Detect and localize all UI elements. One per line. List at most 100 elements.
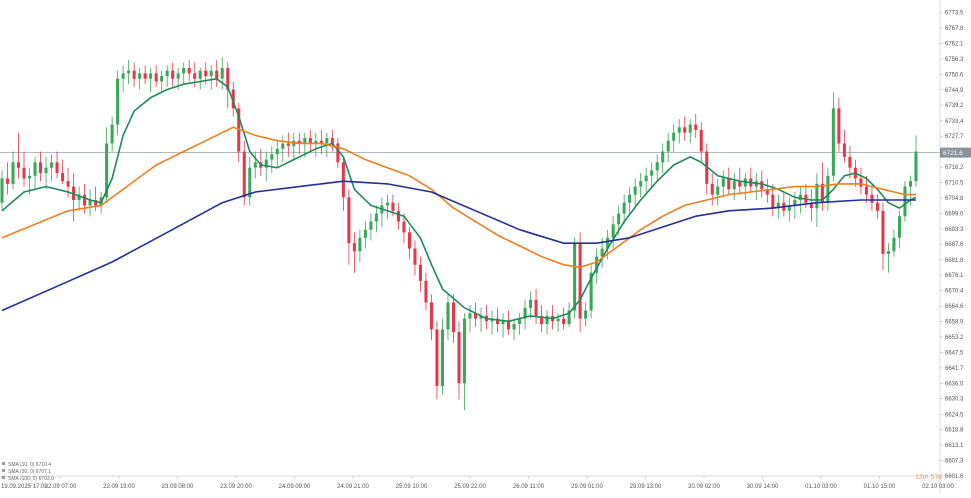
candle-body <box>892 237 896 252</box>
y-tick-label: 6699.0 <box>945 212 964 218</box>
candle-body <box>385 202 389 206</box>
candle-body <box>242 151 246 198</box>
candle-body <box>870 194 874 203</box>
price-tag-label: 6721.6 <box>943 150 963 157</box>
candle-body <box>275 148 279 155</box>
y-tick-label: 6658.9 <box>945 320 964 326</box>
candle-body <box>347 197 351 244</box>
y-tick-label: 6687.6 <box>945 242 964 248</box>
candle-body <box>540 315 544 325</box>
candle-body <box>413 248 417 265</box>
x-tick-label: 22.09 19:00 <box>103 484 135 490</box>
candle-body <box>859 178 863 187</box>
x-tick-label: 25.09 10:00 <box>396 484 428 490</box>
candle-body <box>826 175 830 203</box>
candle-body <box>77 194 81 201</box>
candle-body <box>688 124 692 133</box>
y-tick-label: 6693.3 <box>945 227 964 233</box>
candle-body <box>314 140 318 144</box>
timeframe-label: 12m 57s <box>915 474 942 481</box>
candle-body <box>881 210 885 254</box>
candle-body <box>374 213 378 222</box>
candle-body <box>110 124 114 144</box>
candle-body <box>507 321 511 330</box>
candle-body <box>215 70 219 79</box>
legend-item: SMA (30, 0) 6707.1 <box>8 469 51 475</box>
y-tick-label: 6739.2 <box>945 103 964 109</box>
candle-body <box>562 318 566 325</box>
y-tick-label: 6727.7 <box>945 134 964 140</box>
candle-body <box>765 189 769 195</box>
y-tick-label: 6733.4 <box>945 119 964 125</box>
candle-body <box>198 70 202 79</box>
candle-body <box>0 178 4 203</box>
candle-body <box>319 140 323 144</box>
candle-body <box>633 186 637 195</box>
candle-body <box>253 162 257 168</box>
candle-body <box>496 318 500 325</box>
candle-body <box>440 329 444 386</box>
candle-body <box>61 173 65 182</box>
candle-body <box>793 200 797 206</box>
candle-body <box>418 264 422 281</box>
y-tick-label: 6601.6 <box>945 474 964 480</box>
candle-body <box>446 302 450 330</box>
legend-item: SMA (10, 0) 6710.4 <box>8 462 51 468</box>
candle-body <box>286 143 290 147</box>
y-tick-label: 6716.2 <box>945 165 964 171</box>
candle-body <box>914 151 918 182</box>
candle-body <box>815 183 819 209</box>
candle-body <box>518 318 522 325</box>
candle-body <box>875 202 879 211</box>
legend-item: SMA (100, 0) 6703.0 <box>8 476 54 482</box>
candle-body <box>5 178 10 184</box>
candle-body <box>479 315 483 319</box>
candle-body <box>226 67 230 90</box>
y-tick-label: 6664.6 <box>945 304 964 310</box>
candle-body <box>154 73 158 82</box>
candle-body <box>248 167 252 198</box>
candle-body <box>209 70 213 77</box>
candle-body <box>787 205 791 211</box>
candle-body <box>193 73 197 79</box>
y-tick-label: 6744.9 <box>945 88 964 94</box>
legend-eye-icon <box>2 462 5 465</box>
candle-body <box>55 162 59 174</box>
candle-body <box>606 237 610 249</box>
candle-body <box>407 232 411 249</box>
x-tick-label: 29.09 13:00 <box>630 484 662 490</box>
candle-body <box>138 73 142 79</box>
x-tick-label: 30.09 02:00 <box>688 484 720 490</box>
candle-body <box>864 186 868 195</box>
sma-line-3 <box>1 180 916 312</box>
candle-body <box>573 243 577 311</box>
y-tick-label: 6750.6 <box>945 72 964 78</box>
candle-body <box>650 170 654 176</box>
candle-body <box>727 178 731 190</box>
y-tick-label: 6647.5 <box>945 350 964 356</box>
sma-line-2 <box>1 126 916 269</box>
candle-body <box>611 224 615 238</box>
candle-body <box>512 324 516 330</box>
candle-body <box>457 332 461 384</box>
candle-body <box>639 181 643 187</box>
price-tag-box <box>940 147 971 158</box>
y-tick-label: 6670.4 <box>945 289 964 295</box>
x-tick-label: 24.09 21:00 <box>337 484 369 490</box>
candle-body <box>760 181 764 190</box>
candle-body <box>391 202 395 211</box>
x-tick-label: 01.10 03:00 <box>805 484 837 490</box>
candle-body <box>231 89 235 109</box>
candle-body <box>600 248 604 257</box>
candle-body <box>622 202 626 214</box>
candle-body <box>908 181 912 187</box>
candle-body <box>264 159 268 168</box>
x-tick-label: 23.09 08:00 <box>162 484 194 490</box>
candle-body <box>341 162 345 198</box>
candle-body <box>303 138 307 144</box>
candle-body <box>677 127 681 133</box>
x-tick-label: 25.09 22:00 <box>454 484 486 490</box>
candle-body <box>732 181 736 190</box>
